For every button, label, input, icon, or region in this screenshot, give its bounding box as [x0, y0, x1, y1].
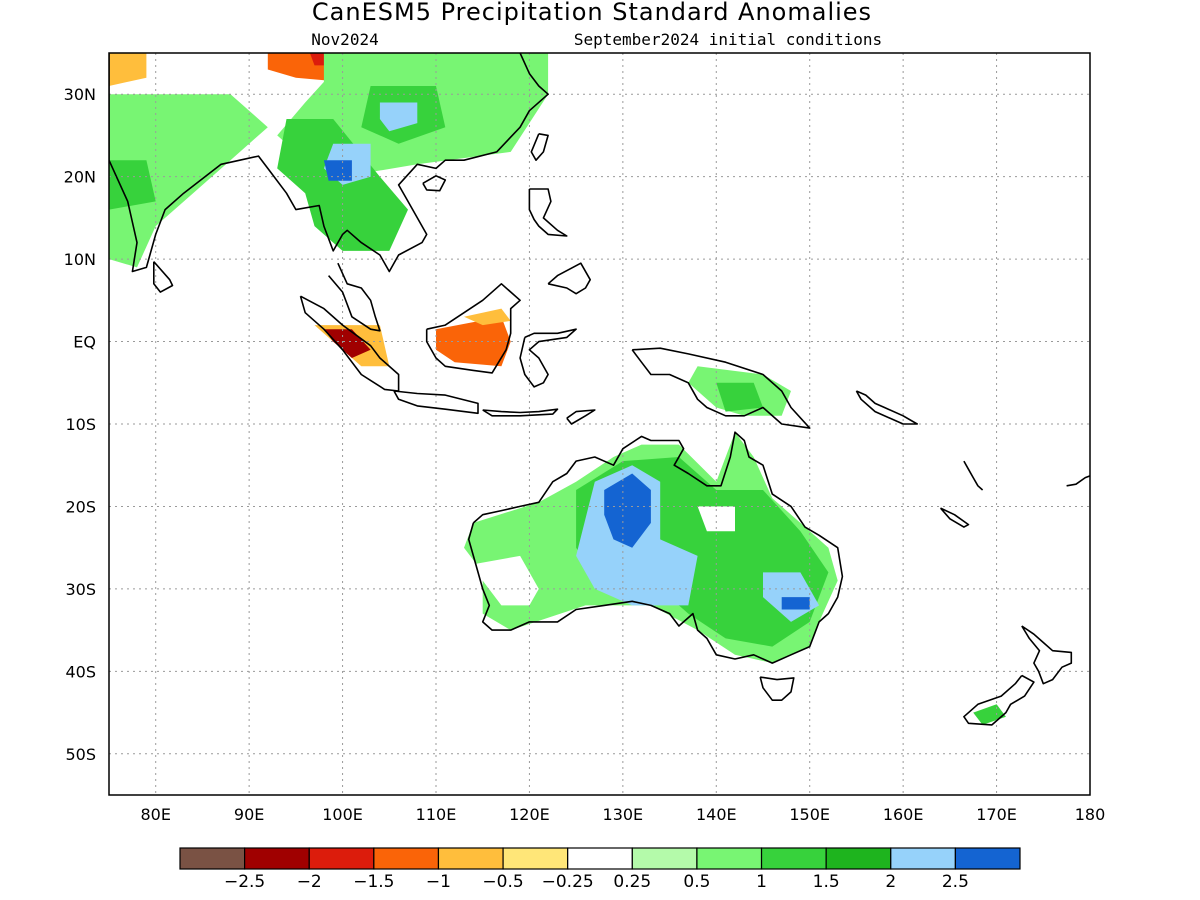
anomaly-nw-dry [109, 53, 147, 86]
colorbar-swatch [567, 847, 633, 870]
lat-tick-label: EQ [73, 333, 96, 352]
colorbar-swatch [502, 847, 569, 870]
colorbar-label: −0.5 [482, 872, 523, 892]
coastline-luzon [528, 188, 568, 237]
lat-tick-label: 20S [65, 497, 96, 516]
longitude-labels: 80E 90E 100E 110E 120E 130E 140E 150E 160E 170E 18… [140, 805, 1105, 824]
anomaly-aus-white1 [697, 506, 735, 532]
lat-lon-grid [109, 53, 1090, 795]
colorbar-label: 1.5 [813, 872, 840, 892]
anomaly-png-dark [716, 382, 763, 412]
coastline-nz-south [963, 674, 1035, 726]
anomaly-aus-core [604, 473, 651, 548]
lat-tick-label: 30N [64, 85, 96, 104]
latitude-labels: 30N 20N 10N EQ 10S 20S 30S 40S 50S [64, 85, 96, 764]
coastline-taiwan [530, 133, 549, 161]
coastline-lesser-sunda [482, 408, 559, 417]
initial-conditions-label: September2024 initial conditions [574, 30, 882, 49]
colorbar-label: 0.25 [613, 872, 651, 892]
coastline-nz-north [1021, 625, 1073, 685]
coastline-timor [566, 409, 596, 425]
colorbar-swatch [825, 847, 892, 870]
coastline-sulawesi [519, 328, 577, 388]
colorbar-swatch [437, 847, 504, 870]
colorbar-label: 1 [756, 872, 767, 892]
coastline-mindanao [547, 262, 592, 295]
lat-tick-label: 10N [64, 250, 96, 269]
map-frame [108, 52, 1091, 796]
colorbar-swatch [890, 847, 956, 870]
lon-tick-label: 90E [234, 805, 264, 824]
map-area [109, 53, 1090, 795]
colorbar-swatch [308, 847, 375, 870]
coastline-srilanka [153, 261, 174, 293]
lon-tick-label: 140E [696, 805, 737, 824]
lat-tick-label: 40S [65, 662, 96, 681]
coastline-solomon [855, 390, 919, 425]
coastline-layer [109, 53, 1090, 726]
lon-tick-label: 160E [883, 805, 924, 824]
colorbar-swatch [954, 847, 1021, 870]
colorbar-label: −1.5 [353, 872, 394, 892]
anomaly-aus-east-core [781, 597, 810, 610]
colorbar-swatch [696, 847, 763, 870]
lon-tick-label: 170E [976, 805, 1017, 824]
colorbar-label: −1 [426, 872, 451, 892]
lat-tick-label: 50S [65, 745, 96, 764]
lon-tick-label: 110E [416, 805, 457, 824]
coastline-fiji [1066, 475, 1090, 487]
colorbar-label: −2 [297, 872, 322, 892]
anomaly-myanmar-core [323, 160, 352, 181]
anomaly-sumatra-core [323, 329, 371, 358]
colorbar-label: −2.5 [224, 872, 265, 892]
colorbar-swatch [760, 847, 827, 870]
anomaly-china-light [379, 102, 418, 132]
coastline-vanuatu [963, 460, 984, 491]
anomaly-nz-wet [973, 704, 1006, 725]
map-title: CanESM5 Precipitation Standard Anomalies [312, 0, 872, 26]
colorbar-swatch [179, 847, 246, 870]
lat-tick-label: 10S [65, 415, 96, 434]
lon-tick-label: 150E [789, 805, 830, 824]
anomaly-borneo-dry-edge [464, 308, 511, 326]
lat-tick-label: 20N [64, 168, 96, 187]
coastline-borneo [425, 282, 521, 374]
colorbar-swatch [244, 847, 310, 870]
colorbar-label: 2.5 [942, 872, 969, 892]
colorbar-label: −0.25 [542, 872, 594, 892]
coastline-australia [467, 431, 844, 664]
anomaly-borneo-dry [436, 316, 511, 367]
colorbar: −2.5 −2 −1.5 −1 −0.5 −0.25 0.25 0.5 1 1.5 2 2.5 [179, 847, 1021, 892]
colorbar-label: 0.5 [683, 872, 710, 892]
lon-tick-label: 120E [509, 805, 550, 824]
coastline-malay [327, 262, 381, 332]
coastline-java [393, 390, 479, 415]
lon-tick-label: 80E [140, 805, 170, 824]
valid-month-label: Nov2024 [311, 30, 378, 49]
colorbar-swatch [373, 847, 440, 870]
coastline-png [631, 347, 811, 429]
lon-tick-label: 130E [603, 805, 644, 824]
coastline-hainan [422, 175, 447, 192]
anomaly-india-wet [109, 94, 268, 268]
anomaly-india-wet2 [109, 160, 156, 210]
colorbar-label: 2 [885, 872, 896, 892]
anomaly-myanmar-wet [277, 119, 408, 251]
lon-tick-label: 180 [1075, 805, 1106, 824]
colorbar-swatch [631, 847, 698, 870]
anomaly-layer [109, 53, 1006, 725]
anomaly-aus-west-white [473, 555, 539, 606]
lon-tick-label: 100E [322, 805, 363, 824]
lat-tick-label: 30S [65, 580, 96, 599]
coastline-newcaledonia [939, 507, 970, 528]
coastline-india [109, 53, 549, 273]
coastline-tasmania [759, 676, 795, 702]
